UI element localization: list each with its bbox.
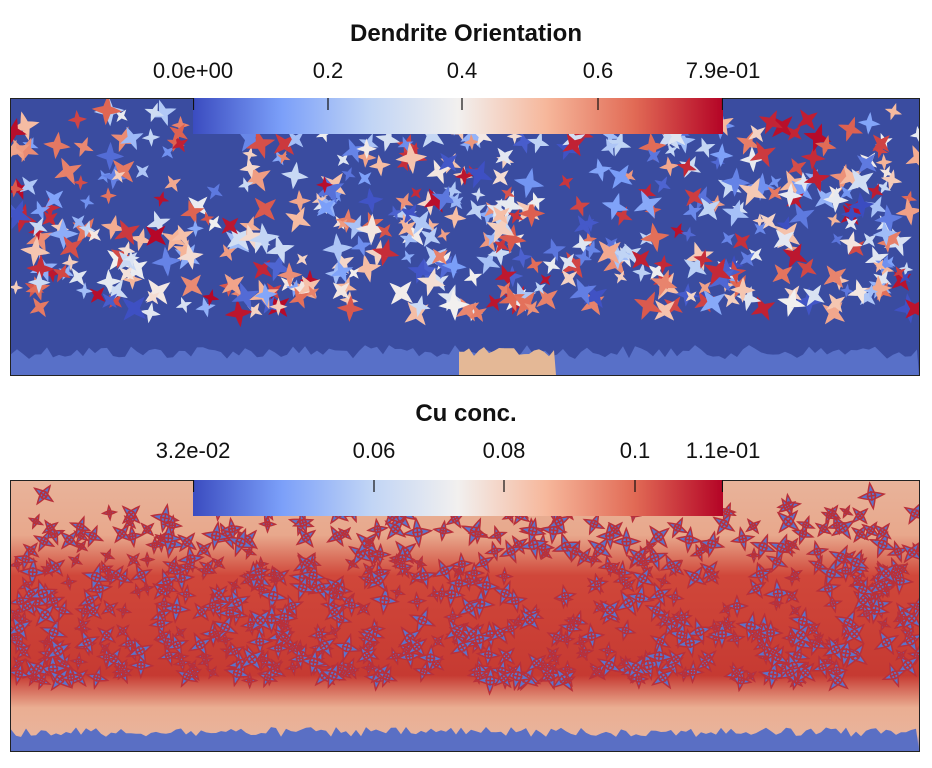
orientation-colorbar bbox=[193, 98, 723, 134]
cu-tick-label: 0.1 bbox=[619, 438, 651, 463]
orientation-field-image bbox=[10, 98, 920, 376]
cu-colorbar-title: Cu conc. bbox=[415, 400, 517, 427]
orientation-tick-label: 0.6 bbox=[582, 58, 614, 83]
orientation-tick-label: 0.2 bbox=[312, 58, 344, 83]
orientation-tick-label: 0.0e+00 bbox=[152, 58, 234, 83]
orientation-panel: Dendrite Orientation 0.0e+00 0.2 0.4 0.6… bbox=[0, 0, 932, 380]
cu-tick-label: 0.06 bbox=[352, 438, 396, 463]
cu-tick-label: 1.1e-01 bbox=[685, 438, 761, 463]
orientation-tick-label: 0.4 bbox=[446, 58, 478, 83]
orientation-tick-label: 7.9e-01 bbox=[685, 58, 761, 83]
orientation-colorbar-title: Dendrite Orientation bbox=[349, 20, 583, 47]
cu-colorbar bbox=[193, 480, 723, 516]
cu-tick-label: 0.08 bbox=[482, 438, 526, 463]
cu-concentration-panel: Cu conc. 3.2e-02 0.06 0.08 0.1 1.1e-01 bbox=[0, 390, 932, 768]
cu-tick-label: 3.2e-02 bbox=[155, 438, 231, 463]
cu-concentration-field-image bbox=[10, 480, 920, 752]
